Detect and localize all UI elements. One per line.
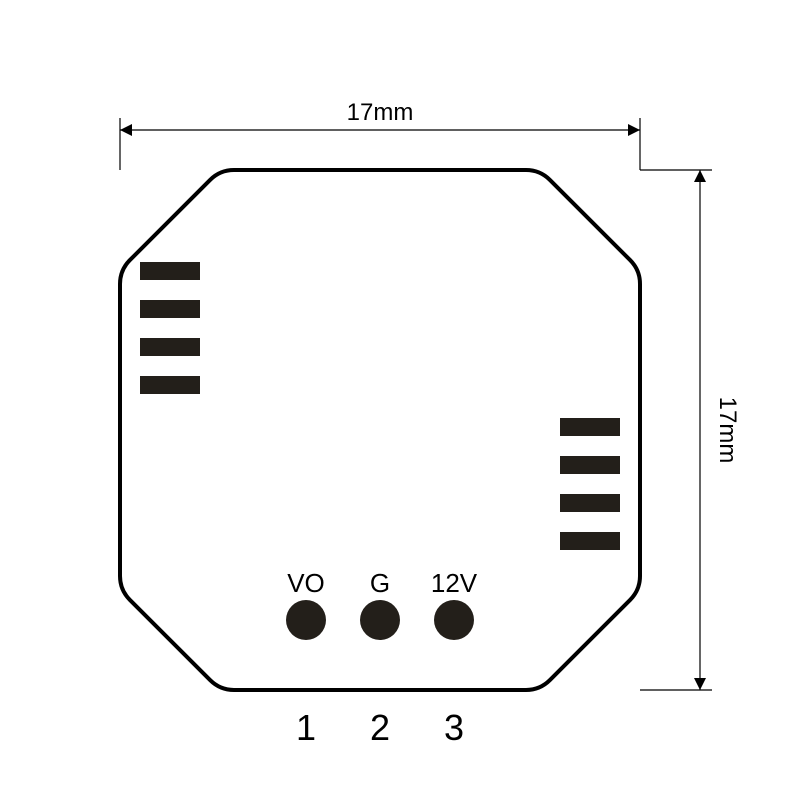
diagram-canvas: 17mm 17mm VO 1 G 2 12V 3: [0, 0, 800, 800]
dim-arrow-left: [120, 124, 132, 136]
dim-arrow-top: [694, 170, 706, 182]
contact-pad-right: [560, 532, 620, 550]
contact-pad-left: [140, 376, 200, 394]
pin-label: VO: [287, 568, 325, 598]
dim-label-width: 17mm: [347, 99, 414, 126]
contact-pad-right: [560, 494, 620, 512]
contact-pad-right: [560, 418, 620, 436]
contact-pad-left: [140, 300, 200, 318]
dim-arrow-right: [628, 124, 640, 136]
contact-pad-right: [560, 456, 620, 474]
pin-label: G: [370, 568, 390, 598]
contact-pad-left: [140, 338, 200, 356]
dim-label-height: 17mm: [714, 397, 741, 464]
pin-circle: [360, 600, 400, 640]
pin-circle: [286, 600, 326, 640]
pin-number: 2: [370, 707, 390, 748]
pin-label: 12V: [431, 568, 478, 598]
pin-circle: [434, 600, 474, 640]
pin-number: 1: [296, 707, 316, 748]
dim-arrow-bottom: [694, 678, 706, 690]
contact-pad-left: [140, 262, 200, 280]
pin-number: 3: [444, 707, 464, 748]
